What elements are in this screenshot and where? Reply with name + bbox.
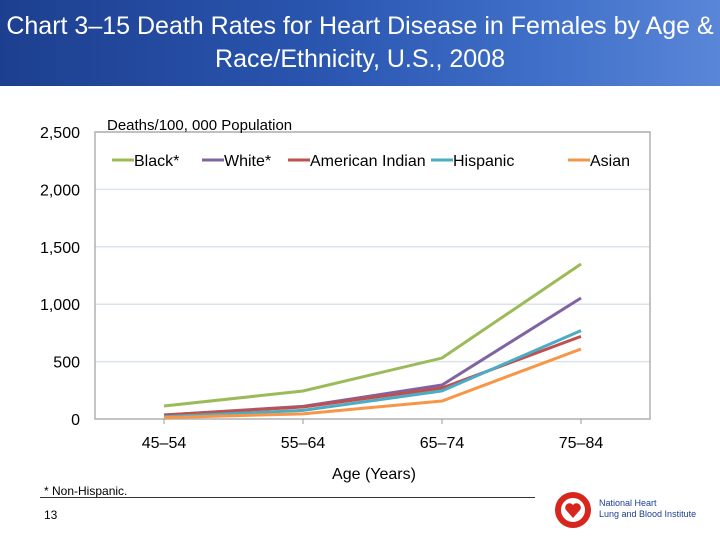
x-tick-label: 45–54 [142, 435, 187, 452]
x-tick-label: 55–64 [281, 435, 326, 452]
y-tick-label: 2,500 [40, 125, 80, 142]
y-tick-label: 1,500 [40, 240, 80, 257]
y-tick-label: 2,000 [40, 182, 80, 199]
footnote: * Non-Hispanic. [44, 484, 128, 498]
legend-label: American Indian [310, 153, 426, 170]
series-line-black- [163, 262, 582, 408]
series-line-asian [163, 347, 582, 420]
page-title: Chart 3–15 Death Rates for Heart Disease… [6, 12, 714, 73]
x-tick-label: 75–84 [559, 435, 604, 452]
legend-label: Asian [590, 153, 630, 170]
y-tick-label: 0 [71, 412, 80, 429]
page-number: 13 [44, 508, 58, 522]
plot-area [94, 131, 651, 420]
header-banner [0, 0, 720, 86]
nhlbi-logo: National Heart Lung and Blood Institute [553, 490, 718, 530]
series-line-hispanic [163, 329, 582, 419]
divider [40, 497, 535, 498]
heart-lung-icon [555, 492, 591, 528]
logo-line1: National Heart [599, 498, 657, 508]
x-axis-label: Age (Years) [332, 466, 416, 483]
logo-line2: Lung and Blood Institute [599, 509, 697, 519]
y-axis-label: Deaths/100, 000 Population [107, 117, 292, 134]
x-tick-label: 65–74 [420, 435, 465, 452]
legend-label: White* [224, 153, 271, 170]
legend-label: Hispanic [453, 153, 514, 170]
y-tick-label: 500 [53, 355, 80, 372]
legend-label: Black* [134, 153, 179, 170]
y-tick-label: 1,000 [40, 297, 80, 314]
